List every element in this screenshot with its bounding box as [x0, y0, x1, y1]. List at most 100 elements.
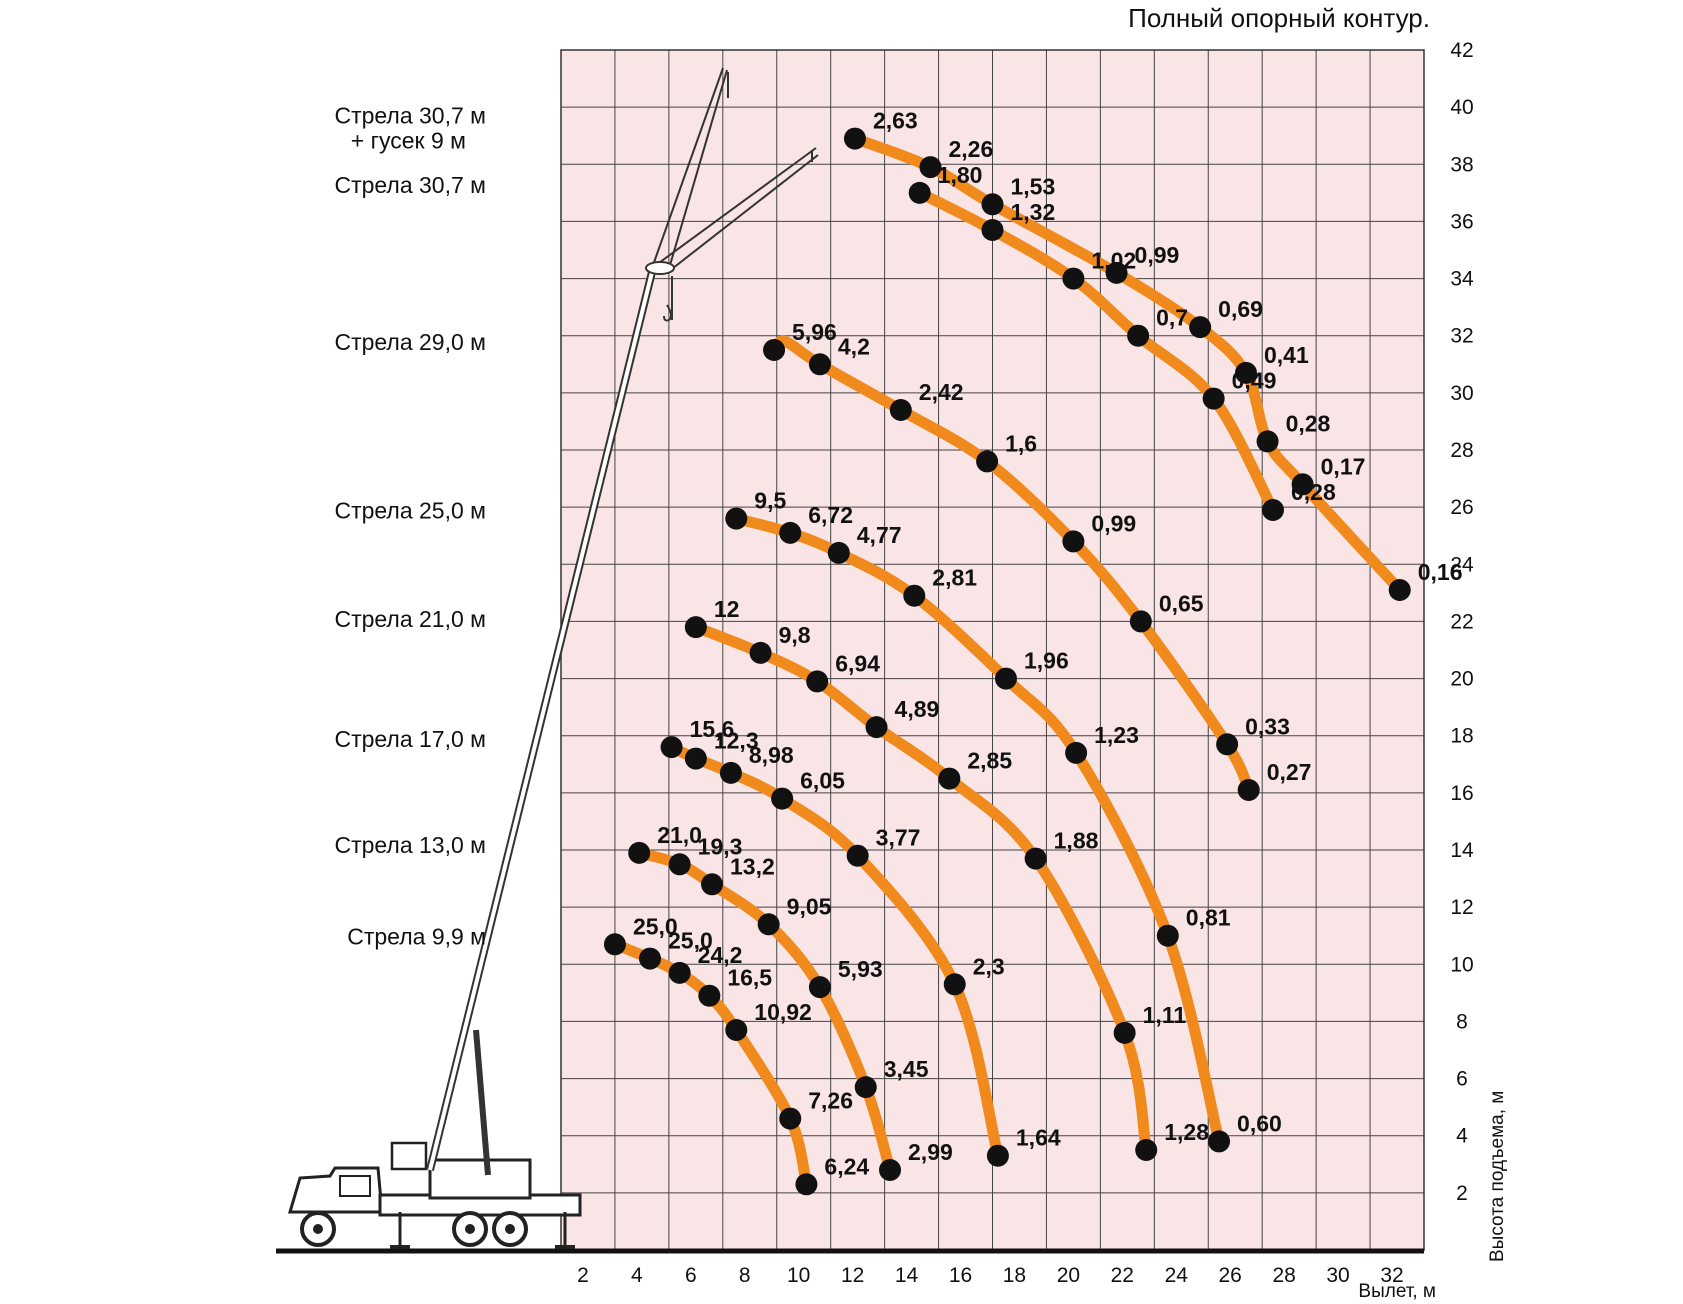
boom-label: Стрела 25,0 м: [334, 498, 486, 524]
data-label: 2,99: [908, 1139, 953, 1165]
data-label: 1,32: [1011, 199, 1056, 225]
boom-label: Стрела 30,7 м: [334, 103, 486, 129]
y-tick-label: 14: [1450, 839, 1474, 862]
y-tick-label: 6: [1456, 1068, 1468, 1091]
boom-label: Стрела 29,0 м: [334, 329, 486, 355]
data-label: 25,0: [668, 928, 713, 954]
y-tick-label: 10: [1450, 953, 1473, 976]
jib-lattice: [651, 67, 724, 269]
data-label: 25,0: [633, 913, 678, 939]
data-point: [879, 1159, 902, 1181]
data-label: 13,2: [730, 853, 775, 879]
y-tick-label: 18: [1450, 725, 1473, 748]
data-point: [908, 181, 931, 204]
crane-wheel-hub: [313, 1224, 323, 1234]
data-point: [1256, 430, 1279, 453]
crane-turntable: [428, 1158, 532, 1200]
data-label: 2,85: [967, 748, 1012, 774]
data-point: [660, 736, 683, 759]
x-tick-label: 16: [949, 1264, 972, 1287]
boom-label: Стрела 21,0 м: [334, 606, 486, 632]
data-label: 0,28: [1286, 410, 1331, 436]
data-label: 1,64: [1016, 1125, 1061, 1151]
data-label: 3,77: [876, 825, 921, 851]
data-point: [1388, 579, 1411, 601]
data-label: 6,94: [835, 650, 880, 676]
data-point: [1291, 473, 1314, 496]
data-label: 1,88: [1054, 828, 1099, 854]
y-tick-label: 36: [1450, 210, 1473, 233]
data-label: 0,69: [1218, 296, 1263, 322]
data-point: [698, 984, 721, 1007]
x-axis-title: Вылет, м: [1358, 1281, 1436, 1302]
data-label: 9,05: [787, 893, 832, 919]
data-label: 0,27: [1267, 759, 1312, 785]
data-point: [771, 787, 794, 810]
crane-wheel-hub: [465, 1224, 475, 1234]
data-label: 2,42: [919, 379, 964, 405]
data-point: [1261, 499, 1284, 521]
y-tick-label: 12: [1450, 896, 1473, 919]
data-point: [795, 1173, 818, 1196]
data-label: 6,24: [824, 1153, 869, 1179]
data-point: [1202, 387, 1225, 410]
y-tick-label: 28: [1450, 439, 1473, 462]
data-label: 5,93: [838, 956, 883, 982]
data-point: [603, 933, 626, 956]
data-label: 6,05: [800, 768, 845, 794]
data-point: [1216, 733, 1239, 756]
data-label: 6,72: [808, 502, 853, 528]
data-point: [1113, 1021, 1136, 1044]
data-point: [628, 841, 651, 864]
data-label: 1,23: [1094, 722, 1139, 748]
data-point: [725, 1019, 748, 1041]
data-point: [763, 339, 786, 361]
data-point: [976, 450, 999, 473]
data-label: 0,33: [1245, 713, 1290, 739]
data-point: [854, 1076, 877, 1099]
data-point: [1156, 924, 1179, 947]
data-point: [1105, 261, 1128, 284]
y-axis-title: Высота подъема, м: [1487, 1091, 1508, 1262]
data-point: [684, 747, 707, 770]
data-point: [668, 853, 691, 876]
data-point: [1237, 779, 1260, 801]
data-label: 1,80: [938, 162, 983, 188]
data-point: [808, 976, 831, 999]
data-point: [889, 399, 912, 421]
data-label: 0,41: [1264, 342, 1309, 368]
boom-head: [645, 261, 675, 275]
data-label: 5,96: [792, 319, 837, 345]
data-label: 9,5: [754, 488, 786, 514]
x-tick-label: 30: [1326, 1264, 1349, 1287]
data-label: 2,63: [873, 108, 918, 134]
data-point: [938, 767, 961, 790]
data-point: [725, 507, 748, 530]
chart-title: Полный опорный контур.: [1128, 3, 1430, 33]
crane-operator-cab: [390, 1141, 428, 1171]
data-label: 1,96: [1024, 648, 1069, 674]
data-label: 3,45: [884, 1056, 929, 1082]
x-tick-label: 8: [739, 1264, 751, 1287]
jib-lattice: [667, 154, 819, 273]
data-point: [943, 973, 966, 996]
data-label: 0,7: [1156, 305, 1188, 331]
y-tick-label: 8: [1456, 1010, 1468, 1033]
y-tick-label: 20: [1450, 668, 1473, 691]
data-point: [749, 641, 772, 664]
data-point: [827, 541, 850, 564]
data-point: [638, 947, 661, 970]
data-label: 0,17: [1321, 453, 1366, 479]
x-tick-label: 14: [895, 1264, 919, 1287]
data-label: 1,53: [1011, 173, 1056, 199]
data-label: 0,81: [1186, 905, 1231, 931]
data-label: 4,77: [857, 522, 902, 548]
x-tick-label: 18: [1003, 1264, 1026, 1287]
x-tick-label: 22: [1111, 1264, 1134, 1287]
data-label: 0,65: [1159, 590, 1204, 616]
boom-label: Стрела 30,7 м: [334, 172, 486, 198]
data-point: [994, 667, 1017, 690]
data-point: [1208, 1130, 1231, 1153]
